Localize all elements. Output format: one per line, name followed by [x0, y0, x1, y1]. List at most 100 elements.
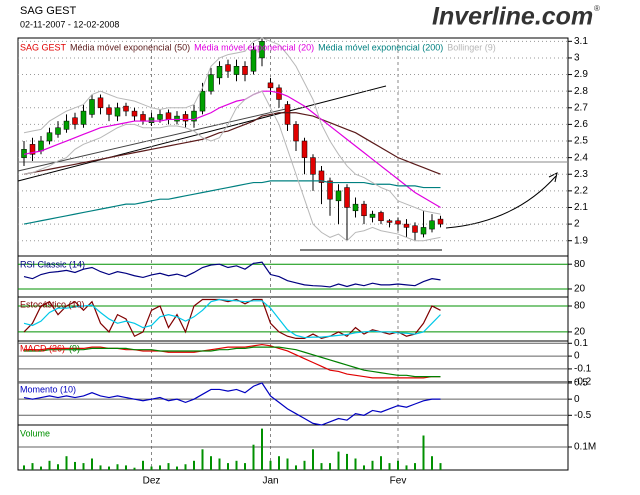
y-tick-label: 2.8	[574, 86, 588, 97]
bar	[201, 449, 204, 470]
y-tick-label: -0.2	[574, 376, 592, 387]
candle-body	[174, 115, 180, 122]
panel	[18, 428, 568, 470]
y-tick-label: 20	[574, 284, 586, 295]
candle-body	[242, 65, 248, 75]
bar	[235, 460, 238, 470]
bar	[354, 458, 357, 470]
candle-body	[344, 187, 350, 208]
bar	[405, 465, 408, 470]
bar	[150, 466, 153, 470]
bar	[210, 456, 212, 470]
y-tick-label: 0.1	[574, 338, 588, 349]
y-tick-label: 20	[574, 327, 586, 338]
bar	[337, 451, 340, 470]
candle-body	[293, 124, 299, 142]
y-tick-label: 0.1M	[574, 442, 596, 453]
bar	[99, 465, 102, 470]
legend-label: Momento (10)	[20, 384, 76, 394]
bollinger-band	[23, 90, 441, 242]
legend-label: Estocástico (10)	[20, 299, 85, 309]
candle-body	[301, 140, 308, 158]
chart-title: SAG GEST	[20, 5, 77, 17]
bar	[159, 465, 161, 470]
candle-body	[403, 223, 410, 228]
candle-body	[148, 117, 155, 123]
bar	[116, 464, 119, 470]
trend-line	[17, 85, 387, 182]
y-tick-label: 2.4	[574, 152, 588, 163]
bar	[380, 456, 382, 470]
y-tick-label: 0.5	[574, 378, 588, 389]
legend-label: (9)	[69, 343, 80, 353]
y-tick-label: 80	[574, 301, 586, 312]
candle-body	[318, 170, 325, 183]
bar	[286, 458, 289, 470]
line	[24, 346, 441, 378]
legend-label: RSI Classic (14)	[20, 259, 85, 269]
candle-body	[38, 140, 44, 152]
candle-body	[72, 117, 78, 125]
y-tick-label: 2.1	[574, 202, 588, 213]
candle-body	[259, 41, 265, 59]
candle-body	[80, 110, 87, 125]
bar	[91, 458, 93, 470]
bar	[303, 460, 306, 470]
candle-body	[412, 225, 418, 233]
y-tick-label: 2.6	[574, 119, 588, 130]
bar	[422, 435, 425, 470]
candle-body	[386, 220, 393, 223]
line	[23, 90, 441, 208]
line	[23, 382, 441, 426]
bar	[439, 463, 442, 470]
bar	[397, 460, 399, 470]
candle-body	[123, 105, 129, 112]
line	[24, 343, 441, 379]
bar	[74, 461, 76, 470]
bar	[48, 460, 51, 470]
y-tick-label: 2.2	[574, 186, 588, 197]
chart-subtitle: 02-11-2007 - 12-02-2008	[20, 19, 119, 29]
y-tick-label: 80	[574, 259, 586, 270]
arrow	[445, 175, 557, 229]
bar	[184, 464, 187, 470]
y-tick-label: 0	[574, 351, 580, 362]
bar	[388, 463, 391, 470]
y-tick-label: 2.3	[574, 169, 588, 180]
line	[23, 298, 441, 339]
panel	[18, 37, 568, 242]
panel	[18, 298, 568, 340]
candle-body	[250, 49, 257, 72]
candle-body	[429, 220, 435, 230]
candle-body	[378, 212, 384, 222]
y-tick-label: -0.1	[574, 364, 592, 375]
bar	[329, 463, 331, 470]
panel	[18, 261, 568, 290]
candle-body	[106, 107, 112, 115]
y-tick-label: 1.9	[574, 235, 588, 246]
candle-body	[97, 97, 104, 109]
bar	[431, 456, 433, 470]
bar	[227, 463, 229, 470]
y-tick-label: 2.9	[574, 69, 588, 80]
x-tick-label: Dez	[143, 476, 161, 487]
y-tick-label: 2	[574, 219, 580, 230]
y-tick-label: 3	[574, 53, 580, 64]
bar	[142, 460, 144, 470]
bar	[82, 463, 85, 470]
panel	[18, 382, 568, 426]
bar	[167, 463, 170, 470]
y-tick-label: -0.5	[574, 410, 592, 421]
candle-body	[267, 82, 274, 89]
line	[23, 261, 441, 288]
bar	[218, 458, 221, 470]
legend-label: Média móvel exponencial (20)	[194, 42, 314, 52]
bar	[193, 460, 195, 470]
y-tick-label: 2.7	[574, 102, 588, 113]
line	[23, 112, 441, 175]
bar	[278, 456, 280, 470]
legend-label: Média móvel exponencial (50)	[70, 42, 190, 52]
annotations	[17, 85, 568, 251]
trend-line	[17, 107, 291, 172]
